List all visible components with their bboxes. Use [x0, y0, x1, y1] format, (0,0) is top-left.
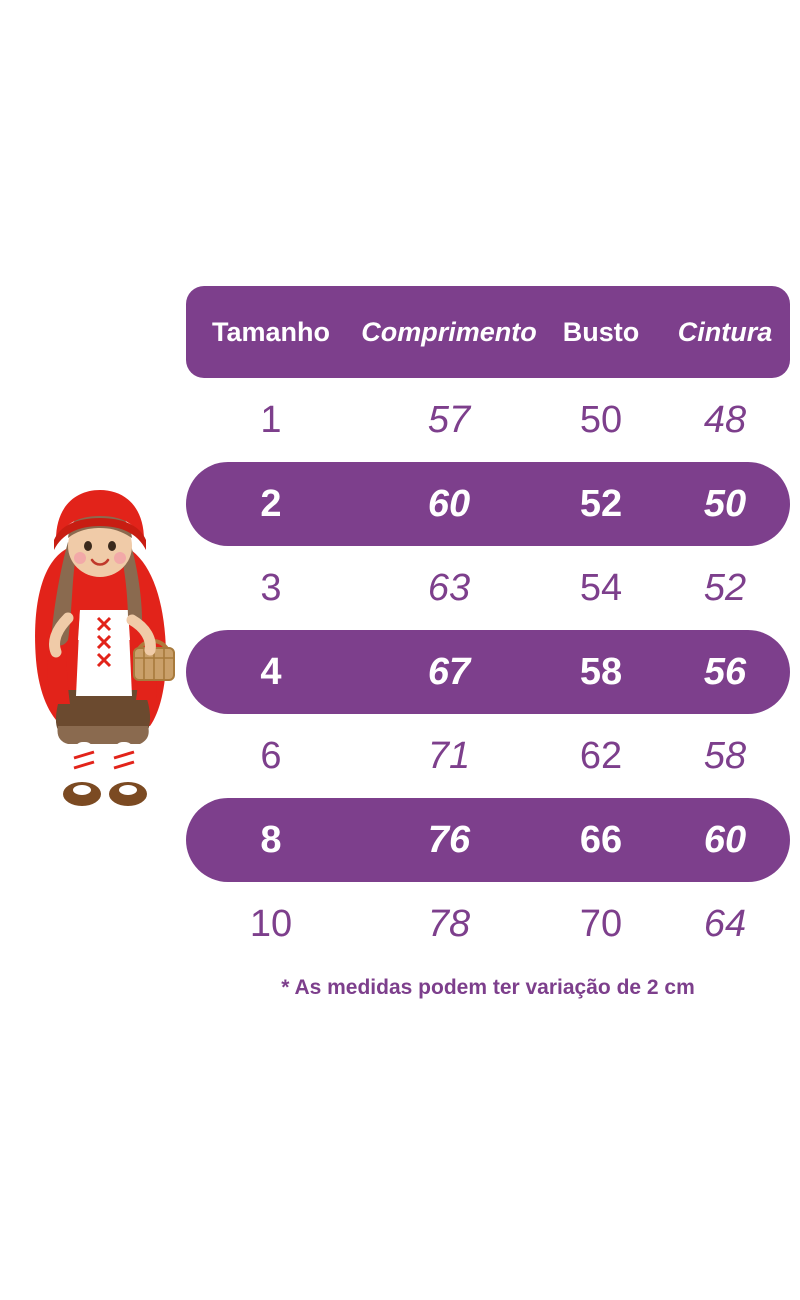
table-row: 6 71 62 58: [186, 714, 790, 798]
cell-cintura: 60: [703, 818, 747, 861]
cell-tamanho: 8: [260, 818, 282, 861]
header-comprimento: Comprimento: [361, 316, 537, 347]
header-busto: Busto: [562, 316, 640, 347]
header-tamanho: Tamanho: [211, 316, 330, 347]
table-row: 8 76 66 60: [186, 798, 790, 882]
cell-tamanho: 4: [260, 650, 282, 693]
table-row: 2 60 52 50: [186, 462, 790, 546]
table-row: 4 67 58 56: [186, 630, 790, 714]
table-row: 1 57 50 48: [186, 378, 790, 462]
cell-cintura: 56: [703, 650, 747, 693]
cell-cintura: 52: [703, 566, 747, 609]
table-row: 10 78 70 64: [186, 882, 790, 966]
cell-tamanho: 1: [260, 398, 282, 441]
cell-comprimento: 63: [427, 566, 471, 609]
cell-busto: 62: [579, 734, 623, 777]
cell-comprimento: 78: [427, 902, 471, 945]
cell-busto: 50: [579, 398, 623, 441]
cell-busto: 52: [579, 482, 623, 525]
cell-comprimento: 71: [427, 734, 471, 777]
size-table: Tamanho Comprimento Busto Cintura 1 57 5…: [186, 286, 790, 966]
cell-busto: 58: [579, 650, 623, 693]
measurement-note: * As medidas podem ter variação de 2 cm: [281, 976, 695, 999]
cell-busto: 66: [579, 818, 623, 861]
cell-cintura: 48: [703, 398, 747, 441]
cell-comprimento: 57: [427, 398, 471, 441]
cell-comprimento: 76: [427, 818, 471, 861]
cell-comprimento: 60: [427, 482, 471, 525]
cell-tamanho: 3: [260, 566, 282, 609]
cell-cintura: 50: [703, 482, 747, 525]
cell-tamanho: 2: [260, 482, 282, 525]
table-row: 3 63 54 52: [186, 546, 790, 630]
little-red-riding-hood-illustration: [10, 490, 200, 820]
cell-cintura: 58: [703, 734, 747, 777]
cell-busto: 54: [579, 566, 623, 609]
cell-comprimento: 67: [427, 650, 471, 693]
header-cintura: Cintura: [677, 316, 773, 347]
table-header-row: Tamanho Comprimento Busto Cintura: [186, 286, 790, 378]
cell-busto: 70: [579, 902, 623, 945]
cell-tamanho: 10: [249, 902, 293, 945]
cell-tamanho: 6: [260, 734, 282, 777]
cell-cintura: 64: [703, 902, 747, 945]
